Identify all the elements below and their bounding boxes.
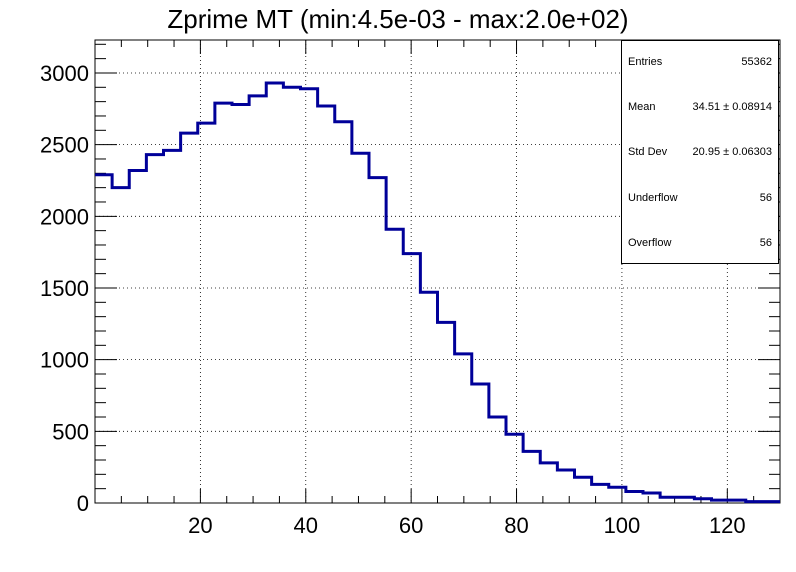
histogram-bin [403, 254, 420, 503]
histogram-bin [712, 500, 729, 503]
stat-row-mean: Mean 34.51 ± 0.08914 [628, 101, 772, 117]
x-tick-label: 60 [399, 513, 423, 538]
histogram-bin [523, 451, 540, 503]
statistics-box: Entries 55362 Mean 34.51 ± 0.08914 Std D… [621, 40, 779, 264]
histogram-bin [146, 155, 163, 503]
stat-row-entries: Entries 55362 [628, 56, 772, 72]
y-tick-label: 1500 [40, 276, 89, 301]
histogram-bin [386, 229, 403, 503]
stat-row-underflow: Underflow 56 [628, 192, 772, 208]
histogram-bin [335, 122, 352, 503]
histogram-bin [506, 434, 523, 503]
histogram-bin [575, 477, 592, 503]
histogram-bin [283, 87, 300, 503]
stat-row-std-dev: Std Dev 20.95 ± 0.06303 [628, 146, 772, 162]
histogram-bin [301, 89, 318, 503]
histogram-bin [129, 170, 146, 503]
y-tick-label: 2000 [40, 204, 89, 229]
histogram-bin [557, 470, 574, 503]
x-tick-label: 80 [504, 513, 528, 538]
stat-label: Entries [628, 56, 663, 68]
histogram-bin [266, 83, 283, 503]
x-tick-label: 40 [294, 513, 318, 538]
histogram-outline [95, 81, 780, 504]
tick-labels: 20 40 60 80 100 120 0 500 1000 1500 2000 2500 3000 [40, 61, 746, 538]
histogram-bin [694, 499, 711, 503]
histogram-bin [455, 354, 472, 503]
stat-value: 56 [759, 192, 772, 204]
stat-value: 20.95 ± 0.06303 [692, 146, 772, 158]
chart-title: Zprime MT (min:4.5e-03 - max:2.0e+02) [167, 4, 629, 34]
y-tick-label: 3000 [40, 61, 89, 86]
y-tick-label: 2500 [40, 133, 89, 158]
histogram-bin [763, 502, 780, 503]
histogram-bin [540, 463, 557, 503]
histogram-bin [438, 322, 455, 503]
histogram-bin [489, 417, 506, 503]
histogram-bin [746, 502, 763, 503]
histogram-bin [198, 123, 215, 503]
histogram-bin [164, 150, 181, 503]
stat-label: Std Dev [628, 146, 668, 158]
histogram-bin [677, 497, 694, 503]
histogram-bin [609, 487, 626, 503]
histogram-bin [232, 105, 249, 503]
histogram-bin [112, 188, 129, 503]
histogram-bin [626, 492, 643, 503]
stat-value: 56 [759, 237, 772, 249]
histogram-bin [215, 103, 232, 503]
y-tick-label: 500 [52, 419, 89, 444]
histogram-bin [352, 153, 369, 503]
histogram-bin [660, 497, 677, 503]
x-tick-label: 120 [709, 513, 746, 538]
stat-row-overflow: Overflow 56 [628, 237, 772, 253]
stat-label: Overflow [628, 237, 672, 249]
stat-value: 55362 [741, 56, 772, 68]
histogram-bin [369, 178, 386, 503]
histogram-bin [472, 384, 489, 503]
y-tick-label: 0 [77, 491, 89, 516]
stat-value: 34.51 ± 0.08914 [692, 101, 772, 113]
histogram-bin [249, 96, 266, 503]
histogram-bin [318, 106, 335, 503]
stat-label: Underflow [628, 192, 678, 204]
y-tick-label: 1000 [40, 348, 89, 373]
histogram-bin [643, 493, 660, 503]
histogram-bin [181, 133, 198, 503]
stat-label: Mean [628, 101, 656, 113]
histogram-bin [95, 175, 112, 503]
histogram-bin [420, 292, 437, 503]
histogram-bin [592, 484, 609, 503]
histogram-bin [729, 500, 746, 503]
data-layer [95, 81, 780, 504]
x-tick-label: 20 [188, 513, 212, 538]
x-tick-label: 100 [604, 513, 641, 538]
